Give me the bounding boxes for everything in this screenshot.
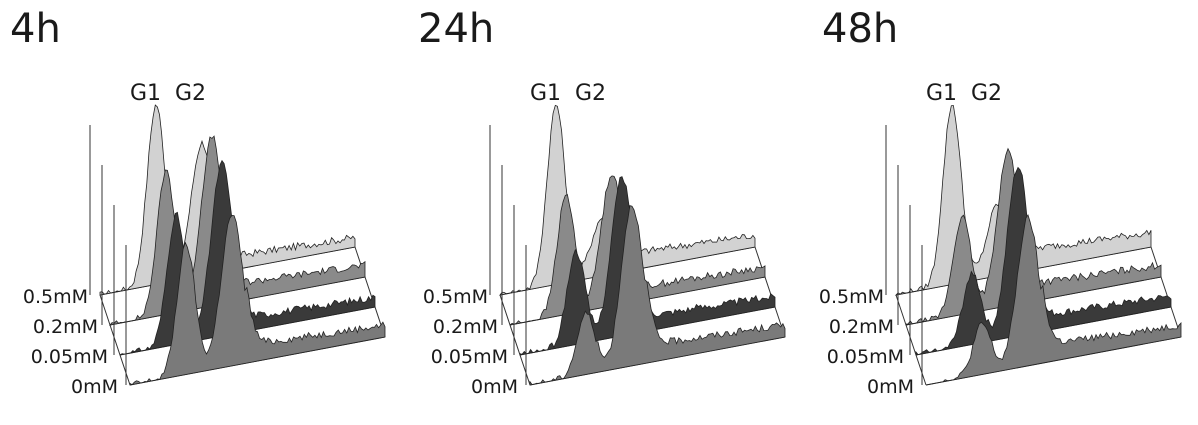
histogram-series	[925, 214, 1182, 386]
panel-24h: 24h 0.5mM 0.2mM 0.05mM 0mM G1 G2	[400, 0, 790, 425]
series-label: 0mM	[71, 376, 118, 398]
peak-label: G1	[926, 81, 957, 106]
panel-title: 4h	[10, 6, 61, 52]
series-label: 0.2mM	[433, 316, 498, 338]
series-label: 0.2mM	[33, 316, 98, 338]
series-label: 0.05mM	[31, 346, 108, 368]
panel-48h: 48h 0.5mM 0.2mM 0.05mM 0mM G1 G2	[796, 0, 1186, 425]
axis-line	[895, 294, 927, 386]
peak-label: G2	[971, 81, 1002, 106]
axis-line	[754, 246, 786, 338]
series-label: 0.5mM	[23, 286, 88, 308]
peak-label: G2	[175, 81, 206, 106]
histogram-series	[129, 214, 386, 386]
series-label: 0mM	[867, 376, 914, 398]
peak-label: G1	[130, 81, 161, 106]
series-label: 0.05mM	[827, 346, 904, 368]
peak-label: G1	[530, 81, 561, 106]
series-label: 0.05mM	[431, 346, 508, 368]
panel-4h: 4h 0.5mM 0.2mM 0.05mM 0mM G1 G2	[0, 0, 390, 425]
series-label: 0mM	[471, 376, 518, 398]
axis-line	[1150, 246, 1182, 338]
series-label: 0.2mM	[829, 316, 894, 338]
axis-line	[99, 294, 131, 386]
axis-line	[499, 294, 531, 386]
panel-title: 24h	[418, 6, 495, 52]
histogram-plot: 0.5mM 0.2mM 0.05mM 0mM G1 G2	[819, 81, 1182, 398]
peak-label: G2	[575, 81, 606, 106]
series-label: 0.5mM	[423, 286, 488, 308]
panel-title: 48h	[822, 6, 899, 52]
histogram-series	[529, 205, 786, 386]
histogram-plot: 0.5mM 0.2mM 0.05mM 0mM G1 G2	[23, 81, 386, 398]
series-label: 0.5mM	[819, 286, 884, 308]
axis-line	[354, 246, 386, 338]
histogram-plot: 0.5mM 0.2mM 0.05mM 0mM G1 G2	[423, 81, 786, 398]
